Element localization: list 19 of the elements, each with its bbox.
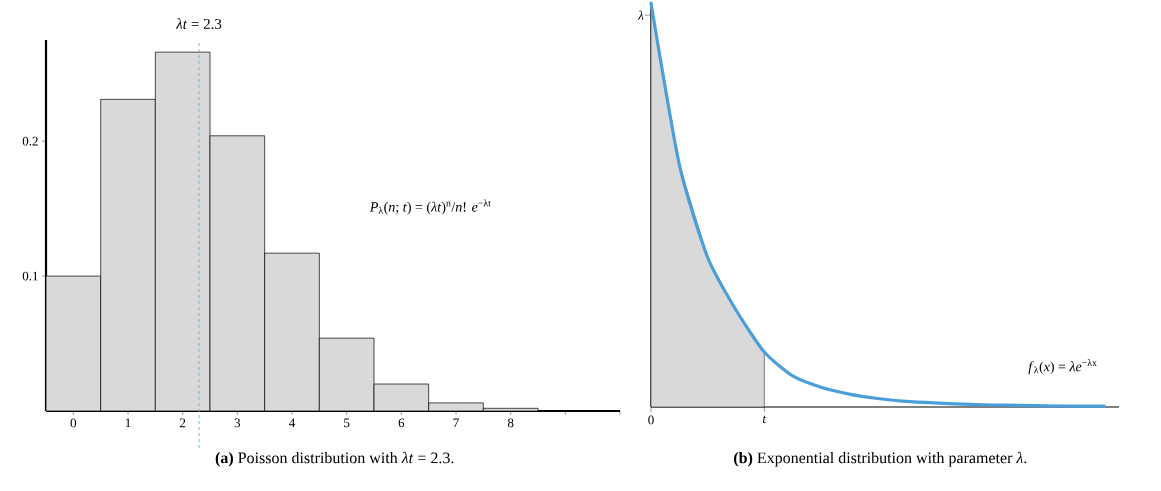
x-tick-label: 3 — [234, 418, 241, 428]
x-tick-label: 1 — [125, 418, 131, 428]
text: (a) Poisson distribution with λt = 2.3. — [215, 451, 454, 467]
x-tick-label: 5 — [344, 418, 350, 428]
x-tick-label: 7 — [453, 418, 459, 428]
annotation: f$_{λ}$(x) = λe$^{−λx}$ — [1028, 359, 1097, 375]
text: (b) Exponential distribution with parameter λ. — [734, 451, 1027, 467]
text: P$_{λ}$(n; t) = (λt)$^{n}$/n! e$^{−λt}$ — [369, 199, 491, 215]
x-tick-label: 0 — [70, 418, 77, 428]
y-tick-label: 0.2 — [22, 136, 38, 146]
x-tick-label: t — [762, 415, 767, 423]
x-tick-label: 6 — [398, 418, 405, 428]
ref-line-label: λt = 2.3 — [175, 18, 222, 30]
x-tick-label: 2 — [179, 418, 186, 428]
y-axis-title: λ — [637, 10, 644, 20]
x-tick-label: 0 — [648, 415, 654, 425]
x-tick-label: 8 — [507, 418, 514, 428]
y-tick-label: 0.1 — [22, 271, 38, 281]
x-tick-label: 4 — [289, 418, 296, 428]
